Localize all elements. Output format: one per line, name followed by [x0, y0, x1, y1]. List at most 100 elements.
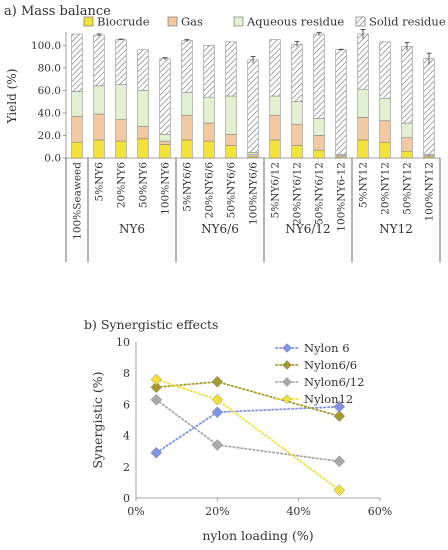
- group-label: NY6/12: [285, 222, 330, 236]
- bar-segment-aqueous-residue: [181, 92, 193, 116]
- bar-segment-solid-residue: [71, 33, 83, 92]
- bar-segment-gas: [159, 140, 171, 145]
- bar-segment-gas: [313, 135, 325, 151]
- category-label: 100%NY6/6: [248, 162, 260, 225]
- category-label: 50%NY12: [402, 162, 414, 215]
- category-label: 5%NY12: [358, 162, 370, 208]
- category-label: 50%NY6/12: [314, 162, 326, 225]
- data-point-nylon-6: [150, 446, 163, 459]
- legend-swatch-solid-residue: [355, 16, 366, 27]
- bar-segment-biocrude: [115, 140, 127, 159]
- legend-marker-nylon12: [282, 394, 292, 404]
- legend-marker-nylon-6: [282, 343, 292, 353]
- bar-segment-solid-residue: [203, 45, 215, 98]
- x-tick-label: 60%: [368, 505, 392, 518]
- mass-balance-y-axis-label: Yield (%): [5, 69, 19, 125]
- y-tick-label: 100.0: [31, 40, 61, 52]
- category-label: 20%NY6/6: [204, 162, 216, 219]
- category-label: 5%NY6: [94, 162, 106, 202]
- category-label: 5%NY6/6: [182, 162, 194, 212]
- data-point-nylon12: [211, 393, 224, 406]
- bar-segment-solid-residue: [357, 33, 369, 90]
- legend-label-nylon6-12: Nylon6/12: [304, 375, 364, 389]
- legend-label-biocrude: Biocrude: [97, 15, 150, 29]
- data-point-nylon6-12: [333, 455, 346, 468]
- data-point-nylon12: [150, 373, 163, 386]
- y-tick-label: 6: [123, 398, 130, 411]
- bar-segment-gas: [269, 114, 281, 141]
- y-tick-label: 60.0: [38, 85, 61, 97]
- bar-segment-aqueous-residue: [137, 90, 149, 127]
- bar-segment-solid-residue: [115, 39, 127, 85]
- data-point-nylon-6: [211, 406, 224, 419]
- y-tick-label: 2: [123, 461, 130, 474]
- legend-label-nylon-6: Nylon 6: [304, 341, 350, 355]
- panel-b-title: b) Synergistic effects: [84, 317, 218, 332]
- legend-label-nylon12: Nylon12: [304, 392, 353, 406]
- bar-segment-solid-residue: [181, 40, 193, 93]
- bar-segment-biocrude: [401, 150, 413, 159]
- bar-segment-biocrude: [357, 139, 369, 159]
- group-label: NY6/6: [201, 222, 239, 236]
- bar-segment-aqueous-residue: [291, 101, 303, 125]
- y-tick-label: 4: [123, 430, 130, 443]
- bar-segment-biocrude: [269, 139, 281, 159]
- bar-segment-aqueous-residue: [379, 98, 391, 122]
- bar-segment-gas: [291, 123, 303, 146]
- bar-segment-aqueous-residue: [401, 122, 413, 138]
- bar-segment-gas: [357, 117, 369, 141]
- x-tick-label: 20%: [205, 505, 229, 518]
- synergistic-series: [150, 373, 346, 497]
- bar-segment-biocrude: [181, 139, 193, 159]
- category-label: 5%NY6/12: [270, 162, 282, 218]
- bar-segment-aqueous-residue: [159, 134, 171, 142]
- category-label: 20%NY12: [380, 162, 392, 215]
- bar-segment-biocrude: [93, 139, 105, 159]
- legend-swatch-gas: [167, 16, 178, 27]
- bar-segment-solid-residue: [335, 49, 347, 155]
- y-tick-label: 8: [123, 367, 130, 380]
- y-tick-label: 10: [116, 336, 130, 349]
- data-point-nylon6-12: [211, 439, 224, 451]
- bar-segment-biocrude: [203, 140, 215, 159]
- bar-segment-aqueous-residue: [225, 95, 237, 135]
- bar-segment-gas: [181, 114, 193, 141]
- bar-segment-aqueous-residue: [269, 95, 281, 116]
- legend-marker-nylon6-6: [282, 360, 292, 370]
- bar-segment-gas: [71, 116, 83, 143]
- bar-segment-aqueous-residue: [313, 118, 325, 136]
- bar-segment-solid-residue: [313, 33, 325, 119]
- bar-segment-biocrude: [225, 145, 237, 159]
- bar-segment-aqueous-residue: [93, 85, 105, 115]
- bar-segment-aqueous-residue: [357, 88, 369, 118]
- y-tick-label: 0.0: [44, 153, 61, 165]
- category-label: 100%Seaweed: [72, 162, 84, 240]
- x-tick-label: 40%: [286, 505, 310, 518]
- synergistic-y-axis-label: Synergistic (%): [90, 371, 105, 468]
- y-tick-label: 20.0: [38, 130, 61, 142]
- bar-segment-biocrude: [291, 145, 303, 159]
- category-label: 50%NY6: [138, 162, 150, 208]
- bar-segment-biocrude: [159, 144, 171, 159]
- bar-segment-biocrude: [137, 138, 149, 159]
- bar-segment-solid-residue: [137, 49, 149, 91]
- bar-segment-aqueous-residue: [115, 84, 127, 120]
- bar-segment-solid-residue: [247, 59, 259, 153]
- x-tick-label: 0%: [127, 505, 144, 518]
- bar-segment-solid-residue: [423, 58, 435, 155]
- legend-label-nylon6-6: Nylon6/6: [304, 358, 357, 372]
- mass-balance-bars: [71, 29, 435, 159]
- bar-segment-gas: [401, 137, 413, 152]
- bar-segment-solid-residue: [291, 43, 303, 102]
- bar-segment-solid-residue: [93, 34, 105, 87]
- synergistic-legend: Nylon 6 Nylon6/6 Nylon6/12 Nylon12: [275, 341, 364, 406]
- legend-swatch-biocrude: [83, 16, 94, 27]
- legend-label-gas: Gas: [181, 15, 203, 29]
- panel-a-title: a) Mass balance: [4, 4, 111, 19]
- legend-swatch-aqueous-residue: [233, 16, 244, 27]
- category-label: 20%NY6/12: [292, 162, 304, 225]
- bar-segment-biocrude: [379, 141, 391, 159]
- series-line-nylon-6: [155, 405, 341, 454]
- legend-label-aqueous-residue: Aqueous residue: [246, 15, 344, 29]
